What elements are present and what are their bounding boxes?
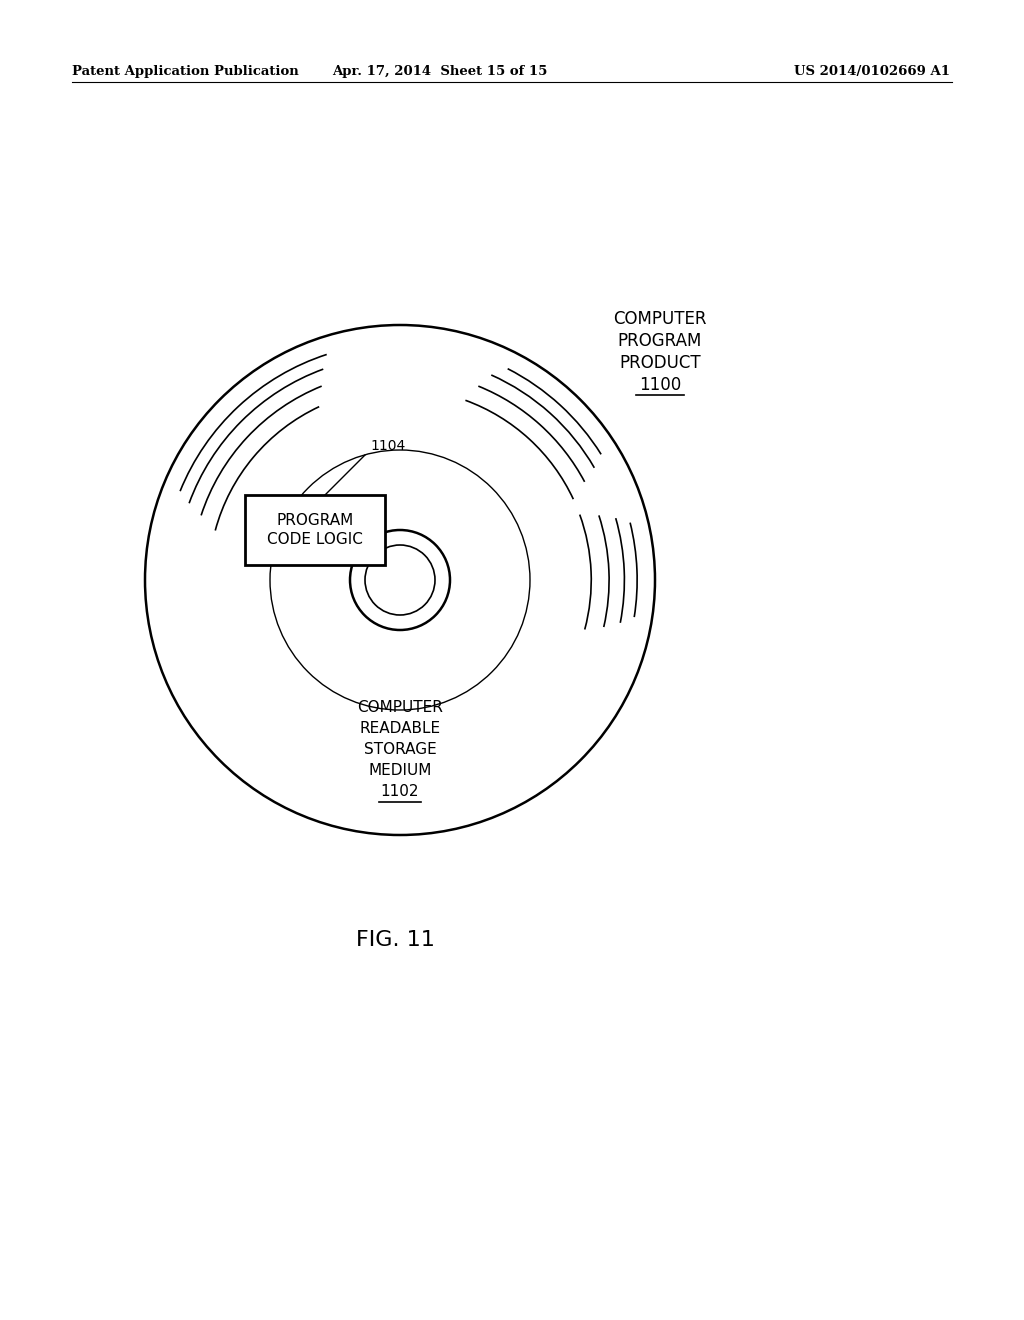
Text: READABLE: READABLE xyxy=(359,721,440,737)
Text: Apr. 17, 2014  Sheet 15 of 15: Apr. 17, 2014 Sheet 15 of 15 xyxy=(333,66,548,78)
Text: 1102: 1102 xyxy=(381,784,419,799)
Circle shape xyxy=(365,545,435,615)
Text: MEDIUM: MEDIUM xyxy=(369,763,432,777)
Text: COMPUTER: COMPUTER xyxy=(357,700,443,715)
Text: 1104: 1104 xyxy=(370,440,406,453)
Text: Patent Application Publication: Patent Application Publication xyxy=(72,66,299,78)
Text: FIG. 11: FIG. 11 xyxy=(355,931,434,950)
Text: COMPUTER: COMPUTER xyxy=(613,310,707,327)
Text: PROGRAM: PROGRAM xyxy=(617,333,702,350)
Text: PRODUCT: PRODUCT xyxy=(620,354,700,372)
Text: 1100: 1100 xyxy=(639,376,681,393)
Text: US 2014/0102669 A1: US 2014/0102669 A1 xyxy=(794,66,950,78)
Text: STORAGE: STORAGE xyxy=(364,742,436,756)
Text: PROGRAM
CODE LOGIC: PROGRAM CODE LOGIC xyxy=(267,512,362,548)
Bar xyxy=(245,495,385,565)
